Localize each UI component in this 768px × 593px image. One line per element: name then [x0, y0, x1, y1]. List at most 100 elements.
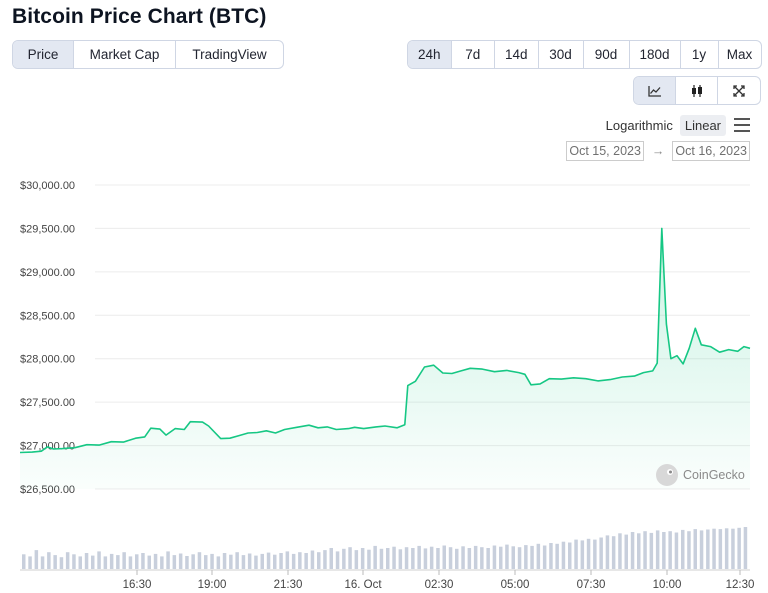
volume-bar: [216, 556, 221, 569]
volume-bar: [59, 557, 64, 569]
x-tick-label: 07:30: [577, 579, 606, 591]
volume-bar: [360, 548, 365, 569]
volume-bar: [448, 547, 453, 569]
tab-price[interactable]: Price: [13, 41, 74, 68]
volume-bar: [655, 530, 660, 569]
volume-bar: [411, 548, 415, 569]
volume-bar: [712, 528, 716, 569]
page-title: Bitcoin Price Chart (BTC): [12, 5, 267, 28]
volume-bar: [624, 534, 628, 569]
volume-bar: [611, 536, 616, 569]
volume-bar: [335, 551, 340, 569]
volume-bar: [373, 545, 377, 569]
range-180d[interactable]: 180d: [630, 41, 681, 68]
y-tick-label: $27,500.00: [20, 397, 75, 409]
volume-bar: [122, 552, 126, 569]
x-axis: 16:30 19:00 21:30 16. Oct 02:30 05:00 07:30 10:…: [20, 569, 755, 591]
volume-bar: [229, 554, 233, 569]
date-to-input[interactable]: Oct 16, 2023: [672, 141, 750, 161]
volume-bar: [687, 531, 691, 569]
volume-bar: [103, 556, 108, 569]
volume-bar: [84, 553, 89, 569]
volume-bar: [398, 549, 403, 569]
volume-bar: [649, 532, 654, 569]
volume-bar: [693, 529, 697, 569]
volume-bar: [706, 529, 710, 569]
volume-bar: [160, 556, 164, 569]
volume-bar: [429, 546, 434, 569]
range-1y[interactable]: 1y: [681, 41, 719, 68]
volume-bar: [323, 550, 327, 569]
scale-logarithmic[interactable]: Logarithmic: [605, 117, 673, 133]
coingecko-watermark: CoinGecko: [656, 464, 745, 486]
volume-bar: [404, 547, 409, 569]
price-area: [20, 228, 750, 489]
volume-bar: [116, 555, 120, 569]
fullscreen-button[interactable]: [718, 77, 760, 104]
y-tick-label: $28,500.00: [20, 310, 75, 322]
volume-bar: [668, 531, 672, 569]
x-tick-label: 12:30: [726, 579, 755, 591]
volume-bar: [480, 547, 484, 569]
volume-bar: [178, 553, 183, 569]
range-7d[interactable]: 7d: [452, 41, 495, 68]
volume-bar: [367, 549, 371, 569]
date-from-input[interactable]: Oct 15, 2023: [566, 141, 644, 161]
x-tick-label: 16. Oct: [344, 579, 382, 591]
volume-bar: [47, 552, 51, 569]
volume-bar: [586, 538, 591, 569]
tab-tradingview[interactable]: TradingView: [192, 47, 267, 62]
volume-bar: [699, 530, 704, 569]
volume-bar: [618, 533, 622, 569]
volume-bar: [53, 555, 57, 569]
volume-bar: [78, 556, 82, 569]
volume-bar: [486, 548, 490, 569]
volume-bar: [593, 539, 597, 569]
volume-bar: [97, 551, 101, 569]
range-90d[interactable]: 90d: [584, 41, 630, 68]
volume-bar: [285, 551, 290, 569]
view-tabs: Price Market Cap TradingView: [12, 40, 284, 69]
volume-bar: [681, 529, 685, 569]
tab-market-cap[interactable]: Market Cap: [74, 41, 176, 68]
candlestick-icon: [691, 84, 702, 97]
volume-bar: [743, 527, 748, 569]
price-chart[interactable]: $30,000.00 $29,500.00 $29,000.00 $28,500.00…: [0, 170, 768, 593]
volume-bar: [109, 553, 114, 569]
volume-bar: [34, 550, 39, 569]
range-max[interactable]: Max: [726, 47, 753, 62]
volume-bar: [166, 551, 170, 569]
volume-bar: [128, 556, 133, 569]
scale-toggle: Logarithmic Linear: [599, 114, 750, 136]
hamburger-menu-icon[interactable]: [734, 118, 750, 132]
volume-bar: [530, 545, 534, 569]
y-tick-label: $29,000.00: [20, 267, 75, 279]
x-tick-label: 19:00: [198, 579, 227, 591]
volume-bar: [65, 552, 70, 569]
volume-bar: [235, 552, 239, 569]
coingecko-logo-icon: [656, 464, 678, 486]
volume-bar: [423, 548, 428, 569]
line-chart-button[interactable]: [634, 77, 676, 104]
volume-bar: [643, 531, 647, 569]
scale-linear[interactable]: Linear: [679, 114, 726, 136]
volume-bar: [147, 555, 151, 569]
range-14d[interactable]: 14d: [495, 41, 539, 68]
candlestick-button[interactable]: [676, 77, 718, 104]
x-tick-label: 16:30: [123, 579, 152, 591]
volume-bar: [210, 553, 214, 569]
range-30d[interactable]: 30d: [539, 41, 584, 68]
volume-bar: [568, 542, 572, 569]
volume-bar: [517, 547, 522, 569]
volume-bar: [204, 555, 208, 569]
volume-bar: [580, 540, 585, 569]
volume-bar: [28, 556, 32, 569]
y-tick-label: $29,500.00: [20, 223, 75, 235]
volume-bar: [22, 554, 26, 569]
volume-bar: [737, 527, 741, 569]
volume-bar: [549, 543, 553, 569]
range-24h[interactable]: 24h: [408, 41, 452, 68]
volume-bar: [561, 541, 566, 569]
volume-bar: [417, 545, 421, 569]
volume-bar: [499, 546, 503, 569]
